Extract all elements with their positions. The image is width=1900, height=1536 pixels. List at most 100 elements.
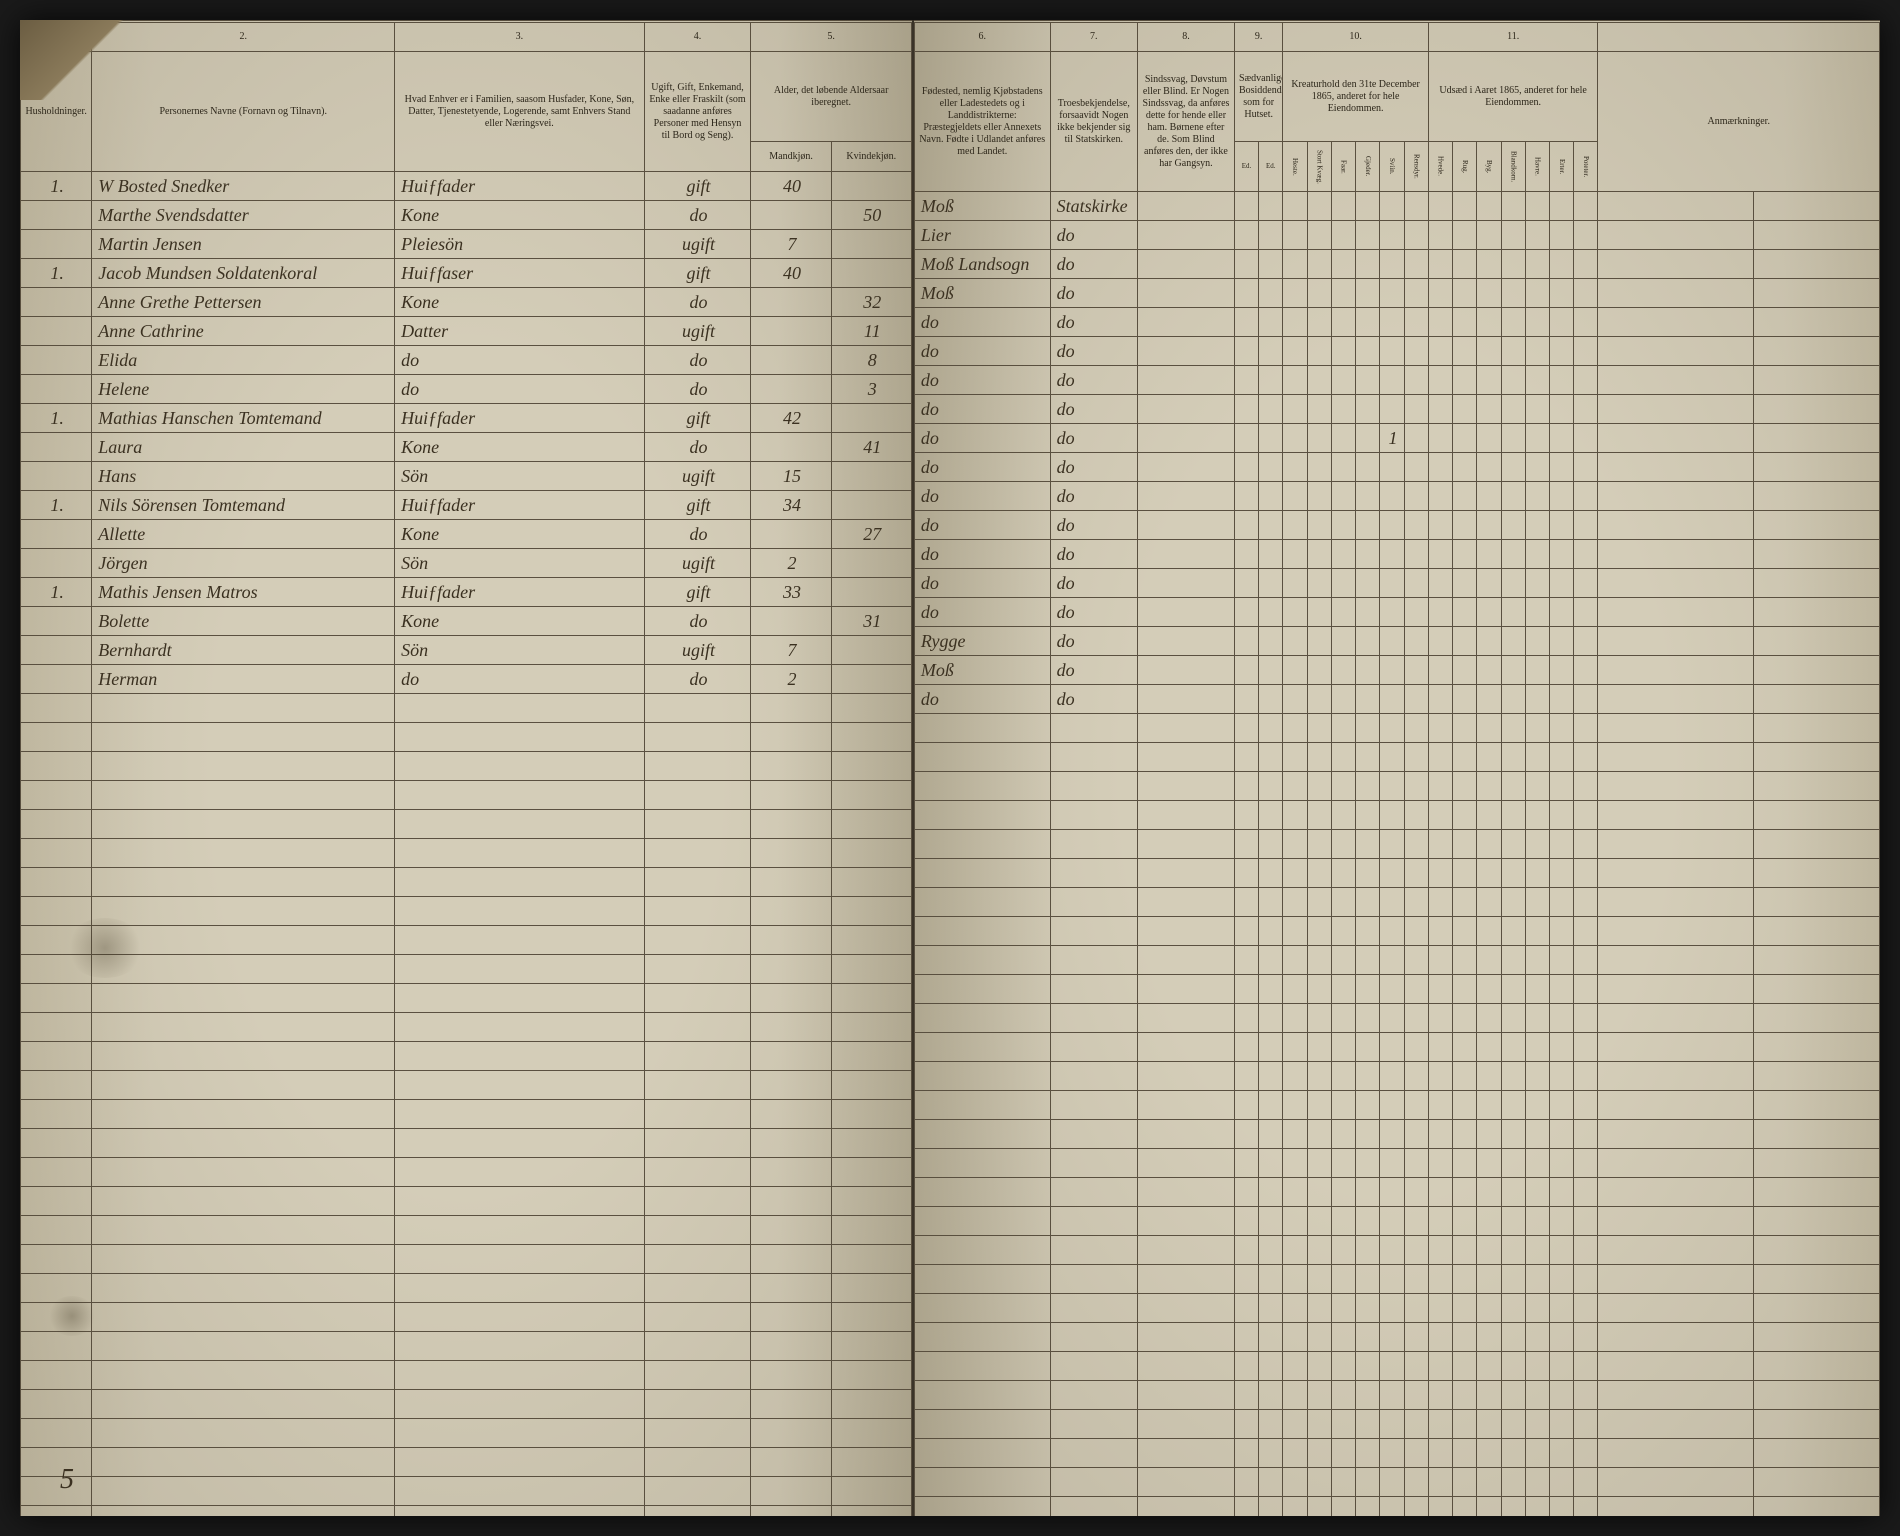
cell-livestock bbox=[1283, 366, 1307, 395]
cell-religion: do bbox=[1050, 279, 1137, 308]
cell-livestock-sviin bbox=[1380, 685, 1404, 714]
cell-livestock-sviin bbox=[1380, 366, 1404, 395]
subheader-sowing: Blandkorn. bbox=[1501, 142, 1525, 192]
subheader-sowing: Poteter. bbox=[1574, 142, 1598, 192]
cell-role: Kone bbox=[395, 520, 644, 549]
empty-row bbox=[914, 714, 1879, 743]
cell-sowing bbox=[1477, 598, 1501, 627]
cell-status: do bbox=[644, 433, 751, 462]
cell-remarks bbox=[1598, 627, 1753, 656]
empty-row bbox=[914, 1207, 1879, 1236]
cell-sowing bbox=[1549, 685, 1573, 714]
census-table-left: 1. 2. 3. 4. 5. Husholdninger. Personerne… bbox=[20, 20, 912, 1516]
cell-remarks bbox=[1753, 192, 1879, 221]
table-row: do do bbox=[914, 482, 1879, 511]
col-number: 10. bbox=[1283, 22, 1428, 52]
cell bbox=[1234, 221, 1258, 250]
cell-religion: do bbox=[1050, 685, 1137, 714]
cell-sowing bbox=[1453, 424, 1477, 453]
cell-age-m bbox=[751, 288, 831, 317]
header-male: Mandkjøn. bbox=[751, 142, 831, 172]
cell-livestock bbox=[1283, 279, 1307, 308]
cell-sowing bbox=[1525, 656, 1549, 685]
cell bbox=[1259, 308, 1283, 337]
subheader: Ed. bbox=[1259, 142, 1283, 192]
empty-row bbox=[914, 1149, 1879, 1178]
cell-sowing bbox=[1525, 279, 1549, 308]
header-religion: Troesbekjendelse, forsaavidt Nogen ikke … bbox=[1050, 52, 1137, 192]
cell bbox=[1259, 453, 1283, 482]
cell-remarks bbox=[1598, 685, 1753, 714]
cell-remarks bbox=[1598, 192, 1753, 221]
cell-sowing bbox=[1477, 453, 1501, 482]
cell-sowing bbox=[1477, 569, 1501, 598]
cell-sowing bbox=[1477, 482, 1501, 511]
cell-disability bbox=[1137, 395, 1234, 424]
table-row: Allette Kone do 27 bbox=[21, 520, 912, 549]
cell-sowing bbox=[1525, 424, 1549, 453]
cell-remarks bbox=[1598, 598, 1753, 627]
cell bbox=[1259, 192, 1283, 221]
cell-household bbox=[21, 317, 92, 346]
cell-status: do bbox=[644, 520, 751, 549]
cell-livestock bbox=[1356, 482, 1380, 511]
cell-livestock bbox=[1404, 366, 1428, 395]
header-age: Alder, det løbende Aldersaar iberegnet. bbox=[751, 52, 911, 142]
cell-role: Kone bbox=[395, 288, 644, 317]
cell bbox=[1259, 424, 1283, 453]
cell-livestock bbox=[1283, 221, 1307, 250]
empty-row bbox=[914, 1468, 1879, 1497]
cell-sowing bbox=[1574, 482, 1598, 511]
cell-livestock bbox=[1283, 656, 1307, 685]
header-remarks: Anmærkninger. bbox=[1598, 52, 1880, 192]
empty-row bbox=[914, 1294, 1879, 1323]
cell bbox=[1234, 337, 1258, 366]
cell-age-f: 11 bbox=[831, 317, 911, 346]
empty-row bbox=[21, 1013, 912, 1042]
cell-disability bbox=[1137, 656, 1234, 685]
cell-sowing bbox=[1574, 627, 1598, 656]
cell-sowing bbox=[1549, 540, 1573, 569]
cell-household: 1. bbox=[21, 404, 92, 433]
cell-status: gift bbox=[644, 491, 751, 520]
cell-age-f bbox=[831, 636, 911, 665]
header-livestock: Kreaturhold den 31te December 1865, ande… bbox=[1283, 52, 1428, 142]
cell-sowing bbox=[1525, 337, 1549, 366]
cell-livestock bbox=[1283, 598, 1307, 627]
cell-livestock bbox=[1283, 395, 1307, 424]
cell-name: Mathias Hanschen Tomtemand bbox=[92, 404, 395, 433]
cell-sowing bbox=[1549, 337, 1573, 366]
cell-livestock bbox=[1356, 395, 1380, 424]
subheader-livestock: Rensdyr. bbox=[1404, 142, 1428, 192]
cell-livestock bbox=[1283, 540, 1307, 569]
cell-age-f bbox=[831, 491, 911, 520]
cell-remarks bbox=[1753, 366, 1879, 395]
cell-age-m: 7 bbox=[751, 230, 831, 259]
table-row: Anne Cathrine Datter ugift 11 bbox=[21, 317, 912, 346]
cell-disability bbox=[1137, 627, 1234, 656]
cell-disability bbox=[1137, 192, 1234, 221]
cell-age-m bbox=[751, 433, 831, 462]
cell-livestock bbox=[1283, 192, 1307, 221]
cell-livestock bbox=[1356, 656, 1380, 685]
cell-sowing bbox=[1428, 627, 1452, 656]
empty-row bbox=[914, 1178, 1879, 1207]
cell-livestock bbox=[1404, 685, 1428, 714]
cell-sowing bbox=[1525, 366, 1549, 395]
cell-disability bbox=[1137, 366, 1234, 395]
cell-remarks bbox=[1598, 569, 1753, 598]
cell-religion: do bbox=[1050, 453, 1137, 482]
empty-row bbox=[914, 1091, 1879, 1120]
cell-age-f: 27 bbox=[831, 520, 911, 549]
cell-livestock bbox=[1331, 337, 1355, 366]
cell-livestock bbox=[1307, 540, 1331, 569]
cell-name: Martin Jensen bbox=[92, 230, 395, 259]
cell bbox=[1234, 308, 1258, 337]
cell-role: Sön bbox=[395, 549, 644, 578]
cell-livestock bbox=[1331, 540, 1355, 569]
cell-disability bbox=[1137, 453, 1234, 482]
empty-row bbox=[914, 1323, 1879, 1352]
cell-name: W Bosted Snedker bbox=[92, 172, 395, 201]
cell-livestock-sviin bbox=[1380, 395, 1404, 424]
cell-livestock-sviin bbox=[1380, 627, 1404, 656]
